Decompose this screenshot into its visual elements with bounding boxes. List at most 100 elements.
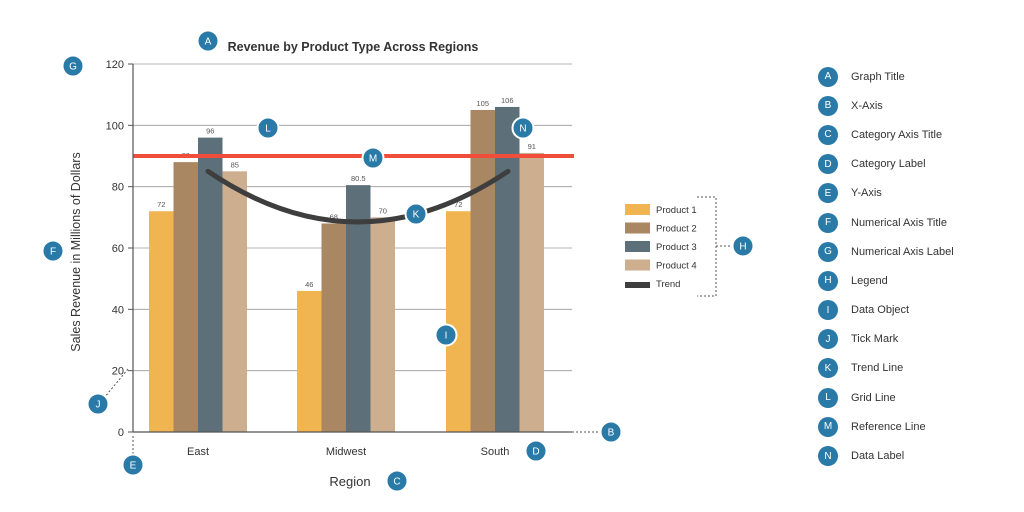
legend-item: Product 4 [625, 259, 697, 272]
key-badge: H [818, 270, 838, 291]
key-badge: J [818, 329, 838, 350]
callout-key: A Graph Title B X-Axis C Category Axis Title D… [818, 62, 1018, 471]
key-badge: E [818, 183, 838, 204]
axes [132, 64, 572, 433]
key-label: Data Label [851, 450, 905, 463]
key-label: Numerical Axis Label [851, 245, 954, 258]
callout-data-object: I [434, 323, 458, 347]
y-tick-label: 120 [106, 59, 124, 71]
legend-swatch [625, 241, 650, 252]
legend-item: Product 3 [625, 241, 697, 253]
svg-text:D: D [532, 447, 539, 458]
legend-swatch [625, 259, 650, 271]
data-label: 80.5 [351, 174, 366, 183]
y-tick-label: 0 [118, 427, 124, 439]
key-label: Grid Line [851, 391, 896, 404]
key-badge: M [818, 416, 838, 437]
svg-text:L: L [265, 124, 271, 135]
svg-text:E: E [130, 461, 137, 472]
callout-y-axis: E [121, 453, 145, 477]
category-label: East [187, 446, 209, 458]
data-label: 91 [528, 142, 536, 151]
legend-label: Product 4 [656, 261, 697, 272]
key-label: Trend Line [851, 362, 904, 375]
callout-badges: A B C D E F G H I J K L M N [41, 29, 755, 493]
bar [346, 185, 371, 432]
legend-item: Trend [625, 279, 680, 290]
key-item: C Category Axis Title [818, 120, 1018, 149]
y-tick-label: 20 [112, 366, 124, 378]
key-badge: G [818, 241, 838, 262]
data-label: 72 [157, 200, 165, 209]
callout-leaders [103, 368, 600, 458]
legend-label: Product 2 [656, 224, 697, 235]
svg-text:I: I [445, 331, 448, 342]
key-label: Data Object [851, 304, 910, 317]
x-axis-title: Region [329, 474, 370, 489]
key-label: Legend [851, 274, 888, 287]
callout-graph-title: A [196, 29, 220, 53]
callout-numerical-axis-title: F [41, 239, 65, 263]
svg-text:B: B [608, 428, 615, 439]
key-label: Graph Title [851, 70, 905, 83]
category-labels: East Midwest South [187, 446, 509, 458]
bar [297, 290, 322, 432]
callout-tick-mark: J [86, 392, 110, 416]
callout-numerical-axis-label: G [61, 54, 85, 78]
key-item: F Numerical Axis Title [818, 208, 1018, 237]
key-badge: L [818, 387, 838, 408]
category-label: South [481, 446, 510, 458]
key-label: Numerical Axis Title [851, 216, 947, 229]
key-badge: F [818, 212, 838, 233]
trend-line [205, 168, 511, 225]
key-item: M Reference Line [818, 412, 1018, 441]
key-badge: C [818, 124, 838, 145]
legend-swatch [625, 222, 650, 234]
legend: Product 1 Product 2 Product 3 Product 4 Tren… [625, 204, 697, 290]
legend-bracket [697, 196, 733, 297]
y-tick-label: 80 [112, 182, 124, 194]
key-label: Category Label [851, 158, 926, 171]
bar [470, 110, 495, 432]
svg-text:M: M [369, 154, 377, 165]
callout-trend-line: K [404, 202, 428, 226]
svg-text:N: N [519, 124, 526, 135]
key-label: X-Axis [851, 99, 883, 112]
legend-label: Product 3 [656, 242, 697, 253]
category-label: Midwest [326, 446, 366, 458]
chart-title: Revenue by Product Type Across Regions [228, 40, 479, 54]
trend-line-layer [205, 168, 511, 225]
bar [173, 162, 198, 432]
svg-text:C: C [393, 477, 400, 488]
key-item: E Y-Axis [818, 179, 1018, 208]
bar [519, 152, 544, 432]
data-label: 106 [501, 96, 514, 105]
y-tick-label: 40 [112, 304, 124, 316]
key-item: D Category Label [818, 150, 1018, 179]
svg-text:F: F [50, 247, 56, 258]
data-label: 70 [379, 206, 387, 215]
svg-text:K: K [413, 210, 420, 221]
key-item: L Grid Line [818, 383, 1018, 412]
key-label: Reference Line [851, 420, 926, 433]
svg-text:J: J [96, 400, 101, 411]
data-label: 105 [476, 99, 489, 108]
y-tick-label: 100 [106, 120, 124, 132]
data-label: 96 [206, 127, 214, 136]
key-label: Tick Mark [851, 333, 899, 346]
data-label: 85 [231, 160, 239, 169]
bars [149, 106, 544, 433]
bar [446, 211, 471, 432]
legend-label: Product 1 [656, 205, 697, 216]
key-item: J Tick Mark [818, 325, 1018, 354]
legend-item: Product 1 [625, 204, 697, 216]
key-label: Y-Axis [851, 187, 882, 200]
legend-item: Product 2 [625, 222, 697, 235]
key-item: H Legend [818, 266, 1018, 295]
callout-data-label: N [511, 116, 535, 140]
key-item: I Data Object [818, 296, 1018, 325]
callout-x-axis: B [599, 420, 623, 444]
key-badge: D [818, 154, 838, 175]
key-badge: B [818, 95, 838, 116]
